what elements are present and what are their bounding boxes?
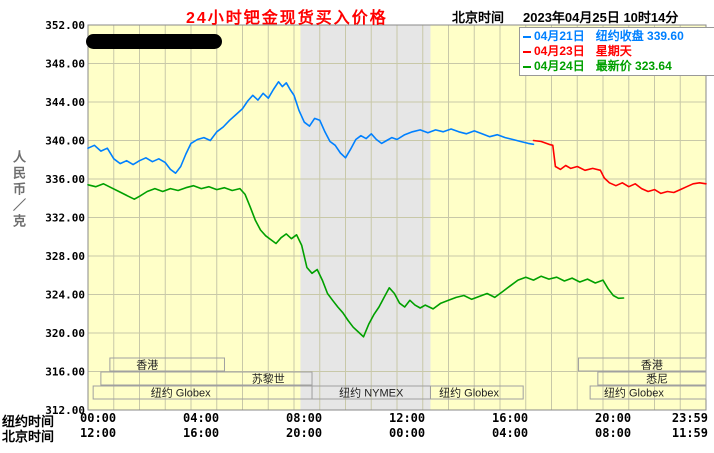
market-session-box <box>429 385 524 400</box>
market-session-label: 纽约 Globex <box>604 386 664 400</box>
datetime-label: 2023年04月25日 10时14分 <box>523 10 679 25</box>
legend-date: 04月21日 <box>534 29 585 43</box>
x-axis-tick-newyork: 04:00 <box>183 411 219 425</box>
legend-item-apr24: 04月24日 最新价 323.64 <box>523 59 714 74</box>
x-axis-tick-beijing: 04:00 <box>492 426 528 440</box>
market-session-label: 香港 <box>641 359 663 372</box>
market-session-box <box>100 371 313 386</box>
price-series-line-2 <box>87 183 625 338</box>
x-axis-row-beijing-time: 北京时间 <box>2 429 55 444</box>
legend-item-apr23: 04月23日 星期天 <box>523 44 714 59</box>
legend-line-swatch-blue <box>523 35 531 38</box>
y-axis-tick-label: 320.00 <box>45 327 85 340</box>
x-axis-tick-newyork: 12:00 <box>389 411 425 425</box>
y-axis-tick-label: 316.00 <box>45 366 85 379</box>
plot-border <box>87 24 707 411</box>
market-session-label: 苏黎世 <box>252 372 285 386</box>
y-axis-title: 人民币／克 <box>11 150 26 230</box>
price-series-line-1 <box>532 139 707 195</box>
market-session-box <box>578 357 707 372</box>
legend-line-swatch-red <box>523 50 531 53</box>
y-axis-tick-label: 332.00 <box>45 212 85 225</box>
x-axis-tick-beijing: 16:00 <box>183 426 219 440</box>
price-series-line-0 <box>87 81 535 174</box>
legend-item-apr21: 04月21日 纽约收盘 339.60 <box>523 29 714 44</box>
market-session-label: 纽约 NYMEX <box>339 386 404 400</box>
x-axis-tick-newyork: 23:59 <box>672 411 708 425</box>
x-axis-row-newyork-time: 纽约时间 <box>2 414 55 429</box>
legend-desc: 星期天 <box>595 44 632 58</box>
market-session-box <box>589 385 707 400</box>
timezone-label: 北京时间 <box>452 10 505 25</box>
x-axis-tick-beijing: 00:00 <box>389 426 425 440</box>
legend: 04月21日 纽约收盘 339.60 04月23日 星期天 04月24日 最新价… <box>519 27 714 76</box>
y-axis-tick-label: 348.00 <box>45 58 85 71</box>
legend-date: 04月23日 <box>534 44 585 58</box>
x-axis-tick-newyork: 08:00 <box>286 411 322 425</box>
x-axis-tick-newyork: 16:00 <box>492 411 528 425</box>
market-session-label: 纽约 Globex <box>151 386 211 400</box>
market-session-label: 悉尼 <box>646 373 668 386</box>
legend-desc: 纽约收盘 339.60 <box>595 29 684 43</box>
market-session-label: 香港 <box>136 359 158 372</box>
page-title: 24小时钯金现货买入价格 <box>186 10 388 27</box>
x-axis-tick-beijing: 20:00 <box>286 426 322 440</box>
y-axis-tick-label: 324.00 <box>45 289 85 302</box>
y-axis-tick-label: 340.00 <box>45 135 85 148</box>
y-axis-tick-label: 328.00 <box>45 250 85 263</box>
x-axis-tick-beijing: 11:59 <box>672 426 708 440</box>
legend-date: 04月24日 <box>534 59 585 73</box>
market-session-box <box>597 371 707 386</box>
y-axis-tick-label: 344.00 <box>45 96 85 109</box>
legend-desc: 最新价 323.64 <box>595 59 672 73</box>
y-axis-tick-label: 312.00 <box>45 404 85 417</box>
market-session-box <box>109 357 225 372</box>
watermark-logo <box>86 34 222 49</box>
x-axis-tick-beijing: 12:00 <box>80 426 116 440</box>
y-axis-tick-label: 352.00 <box>45 19 85 32</box>
x-axis-tick-newyork: 20:00 <box>595 411 631 425</box>
x-axis-tick-newyork: 00:00 <box>80 411 116 425</box>
legend-line-swatch-green <box>523 65 531 68</box>
market-session-label: 纽约 Globex <box>439 386 499 400</box>
x-axis-tick-beijing: 08:00 <box>595 426 631 440</box>
y-axis-tick-label: 336.00 <box>45 173 85 186</box>
